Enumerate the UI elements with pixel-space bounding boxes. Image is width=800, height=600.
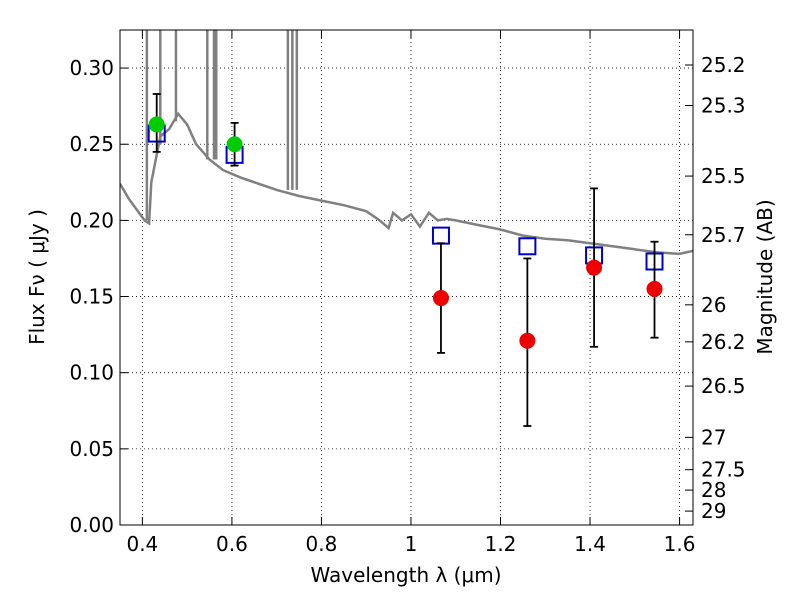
x-tick-label: 0.6 [216,532,248,556]
grid-lines [120,30,693,526]
y-right-axis-title: Magnitude (AB) [753,199,777,354]
observed-nir-point [432,290,449,307]
observed-nir-point [519,332,536,349]
y-tick-label: 0.05 [69,437,114,461]
y-right-tick-label: 27.5 [701,458,746,482]
y-tick-label: 0.20 [69,208,114,232]
observed-optical-point [148,116,165,133]
y-right-tick-label: 26.5 [701,374,746,398]
observed-nir-point [586,259,603,276]
x-tick-label: 0.8 [306,532,338,556]
x-tick-label: 1.6 [664,532,696,556]
plot-area [120,30,693,427]
tick-marks [120,30,693,526]
plot-frame [119,29,694,526]
y-right-tick-label: 25.2 [701,53,746,77]
y-right-tick-label: 25.7 [701,223,746,247]
x-tick-label: 0.4 [126,532,158,556]
y-tick-label: 0.25 [69,132,114,156]
x-axis-title: Wavelength λ (μm) [310,563,501,587]
observed-nir-point [646,280,663,297]
y-right-tick-label: 29 [701,499,726,523]
x-tick-label: 1.2 [485,532,517,556]
y-right-tick-label: 26.2 [701,330,746,354]
x-tick-label: 1.4 [574,532,606,556]
y-right-tick-label: 28 [701,478,726,502]
model-square-point [518,237,537,256]
x-tick-label: 1 [405,532,418,556]
tick-labels: 0.4 0.6 0.8 1 1.2 1.4 1.6 0.00 0.05 0.10 0.15 0.20 0… [69,53,745,556]
y-tick-label: 0.00 [69,513,114,537]
y-right-tick-label: 26 [701,293,726,317]
y-right-tick-label: 27 [701,425,726,449]
observed-optical-point [226,136,243,153]
y-tick-label: 0.30 [69,56,114,80]
y-right-tick-label: 25.5 [701,164,746,188]
y-right-tick-label: 25.3 [701,93,746,117]
y-tick-label: 0.15 [69,285,114,309]
y-axis-title: Flux Fν ( μJy ) [25,209,49,345]
y-tick-label: 0.10 [69,361,114,385]
